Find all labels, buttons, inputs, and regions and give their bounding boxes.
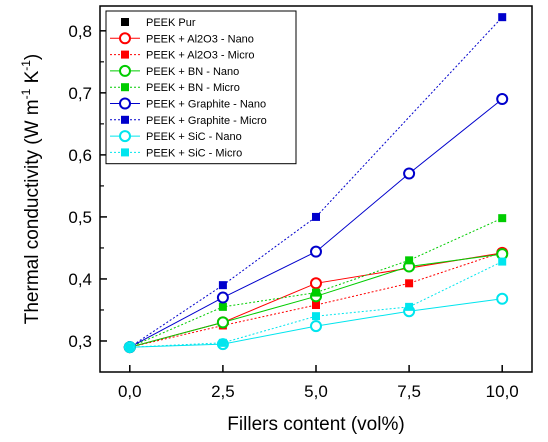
y-tick-label: 0,7 (68, 84, 92, 103)
legend-marker (119, 64, 131, 77)
legend-box (105, 10, 297, 165)
legend-label: PEEK + BN - Micro (146, 82, 240, 94)
y-axis-title-part: ) (22, 54, 43, 60)
legend-item-peek-bn-nano: PEEK + BN - Nano (110, 64, 239, 78)
x-tick-label: 0,0 (118, 382, 142, 401)
data-point-peek-bn-micro (218, 302, 227, 311)
y-tick-label: 0,6 (68, 146, 92, 165)
legend-item-peek-sic-nano: PEEK + SiC - Nano (110, 130, 242, 143)
y-axis-title-part: Thermal conductivity (W m (22, 99, 43, 324)
data-point-peek-graphite-micro (498, 13, 507, 22)
legend-item-peek-graphite-micro: PEEK + Graphite - Micro (110, 115, 267, 127)
series-line-peek-graphite-micro (129, 16, 503, 348)
data-point-peek-al2o3-nano (310, 277, 322, 290)
legend-marker (121, 50, 129, 59)
y-axis-title-part: K (22, 70, 43, 88)
data-point-peek-bn-nano (216, 316, 229, 329)
legend-marker (119, 130, 131, 143)
data-point-peek-graphite-micro (312, 212, 320, 221)
data-point-peek-graphite-nano (216, 291, 229, 304)
data-point-peek-graphite-micro (218, 281, 227, 290)
legend-item-peek-sic-micro: PEEK + SiC - Micro (110, 147, 242, 159)
data-point-peek-bn-micro (312, 288, 320, 297)
data-point-peek-sic-micro (312, 312, 320, 321)
data-point-peek-bn-micro (405, 256, 414, 265)
data-point-peek-sic-micro (498, 257, 507, 266)
data-point-peek-bn-micro (498, 214, 507, 223)
legend-item-peek-bn-micro: PEEK + BN - Micro (110, 82, 240, 94)
data-point-peek-graphite-nano (496, 93, 509, 106)
data-point-peek-sic-nano (496, 292, 509, 305)
series-markers (123, 13, 509, 354)
legend-item-peek-pur: PEEK Pur (121, 17, 196, 29)
legend-label: PEEK + Al2O3 - Micro (146, 50, 255, 62)
legend-item-peek-graphite-nano: PEEK + Graphite - Nano (110, 97, 266, 111)
y-tick-label: 0,8 (68, 22, 92, 41)
y-axis-title-superscript: -1 (19, 60, 33, 71)
y-tick-label: 0,3 (68, 332, 92, 351)
y-axis-title-superscript: -1 (19, 88, 33, 99)
data-point-peek-al2o3-micro (405, 279, 414, 288)
legend-label: PEEK Pur (146, 17, 196, 29)
legend-label: PEEK + Graphite - Nano (146, 99, 266, 111)
y-axis-title: Thermal conductivity (W m-1 K-1) (19, 54, 43, 325)
data-point-peek-sic-micro (218, 338, 227, 347)
x-axis-title: Fillers content (vol%) (227, 414, 404, 435)
legend-marker (121, 115, 129, 124)
x-tick-label: 7,5 (397, 382, 421, 401)
legend-marker (119, 97, 131, 110)
data-point-peek-graphite-nano (403, 167, 416, 180)
legend-item-peek-al2o3-micro: PEEK + Al2O3 - Micro (110, 50, 255, 62)
legend-marker (121, 83, 129, 92)
legend-marker (119, 32, 131, 45)
data-point-peek-sic-micro (125, 343, 134, 352)
legend-marker (121, 148, 129, 157)
legend-label: PEEK + BN - Nano (146, 66, 239, 78)
data-point-peek-sic-micro (405, 302, 414, 311)
data-point-peek-graphite-nano (310, 245, 322, 258)
y-tick-label: 0,5 (68, 208, 92, 227)
data-point-peek-al2o3-micro (312, 301, 320, 310)
legend-label: PEEK + SiC - Nano (146, 131, 242, 143)
x-tick-label: 2,5 (211, 382, 235, 401)
x-tick-label: 10,0 (486, 382, 519, 401)
data-point-peek-sic-nano (310, 320, 322, 333)
axis-ticks: 0,0 2,5 5,0 7,5 10,0 0,3 0,4 0,5 0,6 0,7 0,8 (68, 22, 518, 401)
legend-label: PEEK + SiC - Micro (146, 147, 242, 159)
x-tick-label: 5,0 (304, 382, 328, 401)
legend-label: PEEK + Graphite - Micro (146, 115, 267, 127)
legend-label: PEEK + Al2O3 - Nano (146, 33, 254, 45)
legend: PEEK Pur PEEK + Al2O3 - Nano PEEK + Al2O3 … (105, 10, 297, 165)
legend-item-peek-al2o3-nano: PEEK + Al2O3 - Nano (110, 32, 254, 45)
legend-marker (121, 18, 129, 26)
series-line-peek-bn-micro (129, 217, 503, 348)
y-tick-label: 0,4 (68, 270, 92, 289)
